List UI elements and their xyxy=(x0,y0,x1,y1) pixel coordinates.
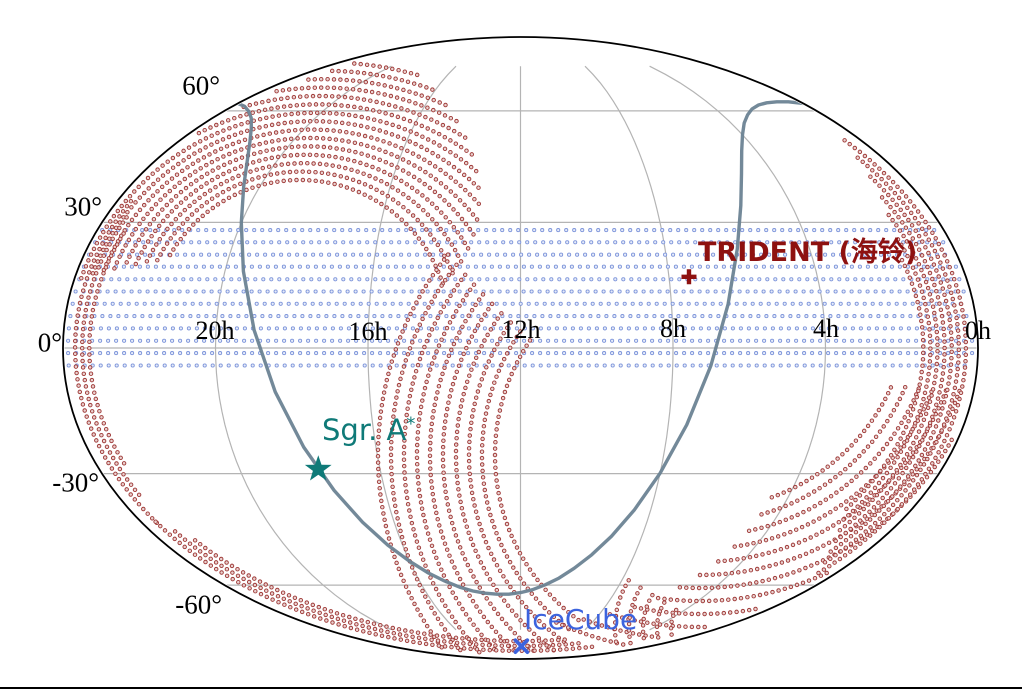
ra-label-20h: 20h xyxy=(195,316,235,345)
trident-label: TRIDENT (海铃) xyxy=(698,237,918,268)
trident-plus-marker xyxy=(681,269,697,285)
icecube-x-marker xyxy=(513,638,530,654)
sgr-a-star-marker xyxy=(304,455,332,481)
ra-label-12h: 12h xyxy=(501,315,541,344)
dec-label-30: 30° xyxy=(64,191,102,222)
map-boundary xyxy=(62,36,979,660)
dec-label-m30: -30° xyxy=(52,467,99,498)
galactic-plane-curve xyxy=(236,100,805,596)
trident-coverage-dots xyxy=(72,61,969,655)
icecube-coverage-dots xyxy=(66,228,975,368)
dec-label-0: 0° xyxy=(37,327,62,358)
ra-label-8h: 8h xyxy=(660,314,686,343)
sgr-a-label: Sgr. A* xyxy=(322,413,416,447)
ra-label-16h: 16h xyxy=(348,317,388,346)
map-inner xyxy=(64,61,977,655)
dec-label-60: 60° xyxy=(182,70,220,101)
dec-label-m60: -60° xyxy=(175,589,222,620)
ra-label-4h: 4h xyxy=(813,314,839,343)
icecube-label: IceCube xyxy=(524,603,638,636)
sky-markers xyxy=(304,269,697,654)
ra-label-0h: 0h xyxy=(965,316,991,345)
figure-bottom-rule xyxy=(0,687,1022,689)
